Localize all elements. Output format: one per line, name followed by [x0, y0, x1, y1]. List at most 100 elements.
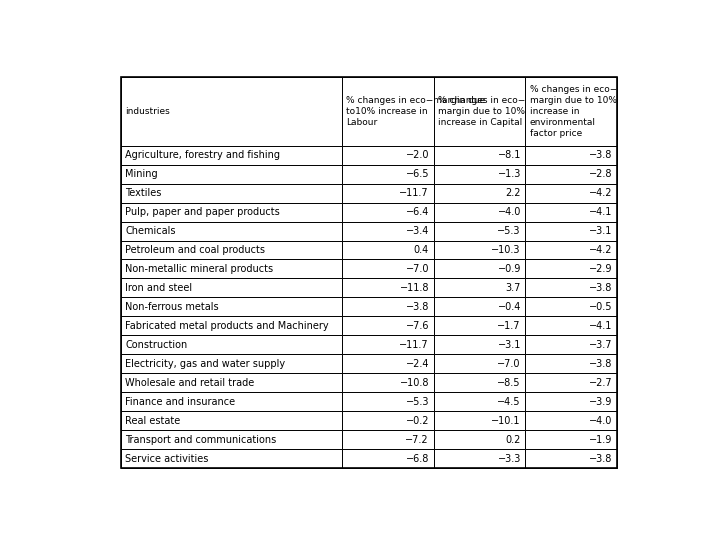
Text: −5.3: −5.3	[405, 397, 429, 407]
Text: 0.4: 0.4	[414, 245, 429, 255]
Polygon shape	[121, 354, 342, 373]
Polygon shape	[121, 373, 342, 392]
Text: −2.8: −2.8	[590, 169, 613, 179]
Text: −2.7: −2.7	[589, 378, 613, 388]
Text: −4.5: −4.5	[498, 397, 521, 407]
Text: −1.3: −1.3	[498, 169, 521, 179]
Polygon shape	[433, 354, 526, 373]
Polygon shape	[526, 373, 617, 392]
Polygon shape	[121, 411, 342, 430]
Polygon shape	[342, 354, 433, 373]
Text: Construction: Construction	[125, 340, 187, 350]
Polygon shape	[121, 240, 342, 260]
Text: Real estate: Real estate	[125, 416, 181, 426]
Text: Textiles: Textiles	[125, 188, 161, 198]
Text: −3.4: −3.4	[406, 226, 429, 236]
Polygon shape	[121, 77, 342, 146]
Text: Chemicals: Chemicals	[125, 226, 176, 236]
Text: 3.7: 3.7	[505, 283, 521, 293]
Polygon shape	[342, 146, 433, 165]
Polygon shape	[342, 411, 433, 430]
Text: Service activities: Service activities	[125, 454, 209, 464]
Text: Agriculture, forestry and fishing: Agriculture, forestry and fishing	[125, 150, 280, 160]
Text: −4.0: −4.0	[498, 207, 521, 217]
Polygon shape	[121, 335, 342, 354]
Text: Wholesale and retail trade: Wholesale and retail trade	[125, 378, 254, 388]
Polygon shape	[121, 202, 342, 221]
Polygon shape	[433, 202, 526, 221]
Polygon shape	[526, 202, 617, 221]
Polygon shape	[121, 392, 342, 411]
Text: −8.5: −8.5	[498, 378, 521, 388]
Polygon shape	[342, 373, 433, 392]
Text: −6.4: −6.4	[406, 207, 429, 217]
Text: Finance and insurance: Finance and insurance	[125, 397, 235, 407]
Text: −1.9: −1.9	[590, 435, 613, 444]
Text: −4.2: −4.2	[590, 188, 613, 198]
Text: −10.1: −10.1	[492, 416, 521, 426]
Text: Electricity, gas and water supply: Electricity, gas and water supply	[125, 359, 285, 369]
Text: Pulp, paper and paper products: Pulp, paper and paper products	[125, 207, 280, 217]
Text: −7.0: −7.0	[405, 264, 429, 274]
Text: −3.8: −3.8	[590, 454, 613, 464]
Polygon shape	[121, 165, 342, 184]
Polygon shape	[526, 449, 617, 468]
Polygon shape	[433, 279, 526, 298]
Text: −3.9: −3.9	[590, 397, 613, 407]
Polygon shape	[526, 298, 617, 316]
Polygon shape	[342, 77, 433, 146]
Polygon shape	[121, 449, 342, 468]
Text: −2.4: −2.4	[405, 359, 429, 369]
Text: −3.8: −3.8	[590, 283, 613, 293]
Text: 0.2: 0.2	[505, 435, 521, 444]
Text: −5.3: −5.3	[498, 226, 521, 236]
Polygon shape	[121, 221, 342, 240]
Polygon shape	[342, 316, 433, 335]
Polygon shape	[342, 279, 433, 298]
Text: Petroleum and coal products: Petroleum and coal products	[125, 245, 265, 255]
Polygon shape	[121, 298, 342, 316]
Polygon shape	[526, 146, 617, 165]
Text: −1.7: −1.7	[498, 321, 521, 331]
Polygon shape	[342, 392, 433, 411]
Polygon shape	[342, 260, 433, 279]
Text: Iron and steel: Iron and steel	[125, 283, 192, 293]
Polygon shape	[433, 392, 526, 411]
Text: −11.7: −11.7	[400, 340, 429, 350]
Polygon shape	[121, 184, 342, 202]
Text: % changes in eco−margin due
to10% increase in
Labour: % changes in eco−margin due to10% increa…	[346, 96, 485, 127]
Polygon shape	[526, 221, 617, 240]
Polygon shape	[342, 184, 433, 202]
Text: −4.1: −4.1	[590, 207, 613, 217]
Text: −7.0: −7.0	[498, 359, 521, 369]
Polygon shape	[121, 279, 342, 298]
Polygon shape	[121, 260, 342, 279]
Polygon shape	[342, 221, 433, 240]
Text: −3.1: −3.1	[590, 226, 613, 236]
Text: −0.9: −0.9	[498, 264, 521, 274]
Polygon shape	[526, 316, 617, 335]
Text: −11.8: −11.8	[400, 283, 429, 293]
Text: −0.2: −0.2	[405, 416, 429, 426]
Polygon shape	[526, 354, 617, 373]
Text: −3.1: −3.1	[498, 340, 521, 350]
Polygon shape	[342, 335, 433, 354]
Text: Mining: Mining	[125, 169, 158, 179]
Polygon shape	[342, 449, 433, 468]
Text: 2.2: 2.2	[505, 188, 521, 198]
Polygon shape	[526, 165, 617, 184]
Text: −6.5: −6.5	[405, 169, 429, 179]
Text: −3.8: −3.8	[406, 302, 429, 312]
Polygon shape	[342, 298, 433, 316]
Polygon shape	[433, 77, 526, 146]
Polygon shape	[342, 430, 433, 449]
Polygon shape	[526, 411, 617, 430]
Polygon shape	[433, 298, 526, 316]
Text: Fabricated metal products and Machinery: Fabricated metal products and Machinery	[125, 321, 329, 331]
Polygon shape	[526, 392, 617, 411]
Polygon shape	[433, 335, 526, 354]
Text: Non-metallic mineral products: Non-metallic mineral products	[125, 264, 274, 274]
Text: −11.7: −11.7	[400, 188, 429, 198]
Polygon shape	[526, 335, 617, 354]
Polygon shape	[342, 240, 433, 260]
